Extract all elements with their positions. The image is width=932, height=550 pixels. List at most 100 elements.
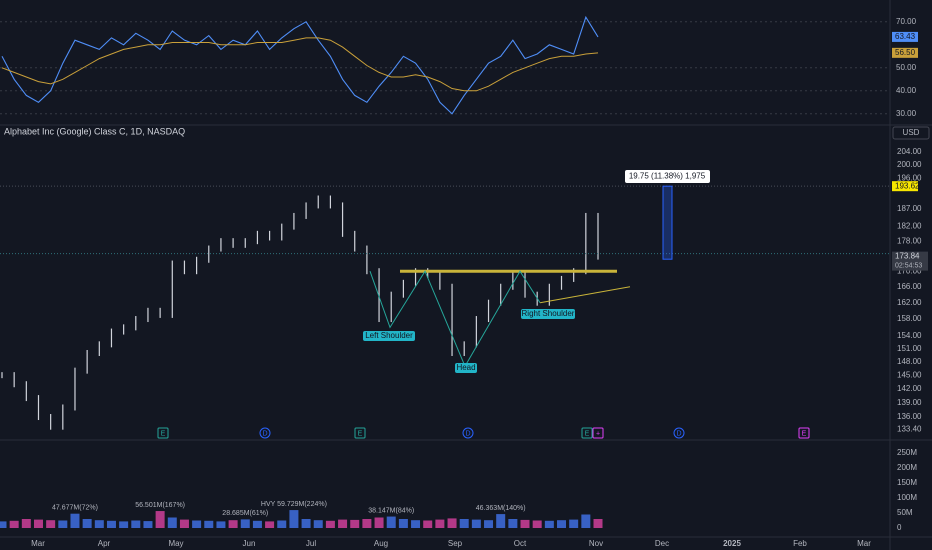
volume-bar [216,521,226,528]
rsi-tick-label: 40.00 [896,86,917,95]
volume-bar [374,517,384,528]
event-label: D [676,430,681,437]
volume-tick-label: 50M [897,508,913,517]
y-tick-label: 178.00 [897,236,922,245]
volume-bar [192,520,202,528]
volume-bar [94,520,104,528]
y-tick-label: 166.00 [897,282,922,291]
measure-label: 19.75 (11.38%) 1,975 [629,172,706,181]
y-tick-label: 196.00 [897,173,922,182]
volume-bar [143,521,153,528]
volume-bar [459,519,469,528]
volume-bar [496,514,506,528]
volume-bar [386,516,396,528]
x-tick-label: Oct [514,539,527,548]
chart-title: Alphabet Inc (Google) Class C, 1D, NASDA… [4,126,185,136]
volume-label: 38.147M(84%) [368,507,414,514]
x-tick-label: Aug [374,539,388,548]
volume-bar [471,519,481,528]
event-icon [581,427,593,439]
pattern-line [369,270,541,368]
y-tick-label: 158.00 [897,314,922,323]
x-tick-label: Apr [98,539,111,548]
volume-bar [204,520,214,528]
volume-tick-label: 250M [897,448,917,457]
event-label: E [585,430,590,437]
rsi-tick-label: 70.00 [896,17,917,26]
volume-bar [289,510,299,528]
currency-button[interactable] [892,126,930,140]
rsi-line [1,37,599,92]
x-tick-label: Mar [31,539,45,548]
volume-bar [350,519,360,528]
volume-label: 47.677M(72%) [52,505,98,512]
x-tick-label: Mar [857,539,871,548]
countdown: 02:54:53 [895,262,922,269]
y-tick-label: 170.00 [897,266,922,275]
volume-bar [362,519,372,528]
volume-bar [0,521,7,528]
volume-tick-label: 200M [897,463,917,472]
event-icon [354,427,366,439]
volume-bar [484,520,494,528]
volume-label: 56.501M(167%) [135,502,185,509]
volume-tick-label: 150M [897,478,917,487]
volume-bar [9,520,19,528]
annotation: Right Shoulder [522,309,575,318]
rsi-tick-label: 50.00 [896,63,917,72]
volume-bar [581,514,591,528]
volume-bar [155,511,165,528]
event-label: E [802,430,807,437]
y-tick-label: 136.00 [897,412,922,421]
volume-bar [447,518,457,528]
volume-bar [33,519,43,528]
volume-tick-label: 0 [897,523,902,532]
volume-bar [240,519,250,528]
currency[interactable]: USD [903,128,920,137]
volume-bar [569,519,579,528]
volume-label: 46.363M(140%) [476,505,526,512]
volume-bar [325,520,335,528]
volume-bar [423,520,433,528]
volume-tick-label: 100M [897,493,917,502]
y-tick-label: 162.00 [897,298,922,307]
x-tick-label: Dec [655,539,669,548]
x-tick-label: Sep [448,539,463,548]
volume-bar [398,519,408,528]
volume-bar [21,519,31,528]
volume-bar [301,519,311,528]
volume-bar [106,520,116,528]
event-icon [673,427,685,439]
volume-label: 28.685M(61%) [222,510,268,517]
last-badge [892,251,928,271]
x-tick-label: 2025 [723,539,741,548]
x-tick-label: Feb [793,539,807,548]
x-tick-label: Nov [589,539,603,548]
event-label: D [465,430,470,437]
volume-bar [544,520,554,528]
volume-bar [338,519,348,528]
event-icon [157,427,169,439]
y-tick-label: 148.00 [897,357,922,366]
volume-label: HVY 59.729M(224%) [261,501,327,508]
trendline [539,286,631,304]
target-badge [892,181,918,192]
volume-bar [70,513,80,528]
volume-bar [179,519,189,528]
annotation: Head [456,363,475,372]
annotation-tag [455,363,477,373]
event-icon [259,427,271,439]
measure-box [662,185,673,260]
x-tick-label: Jul [306,539,316,548]
event-icon [462,427,474,439]
x-tick-label: Jun [243,539,256,548]
y-tick-label: 142.00 [897,384,922,393]
y-tick-label: 151.00 [897,344,922,353]
y-tick-label: 187.00 [897,204,922,213]
volume-bar [532,520,542,528]
y-tick-label: 154.00 [897,331,922,340]
y-tick-label: 145.00 [897,370,922,379]
volume-bar [411,520,421,528]
volume-bar [131,520,141,528]
